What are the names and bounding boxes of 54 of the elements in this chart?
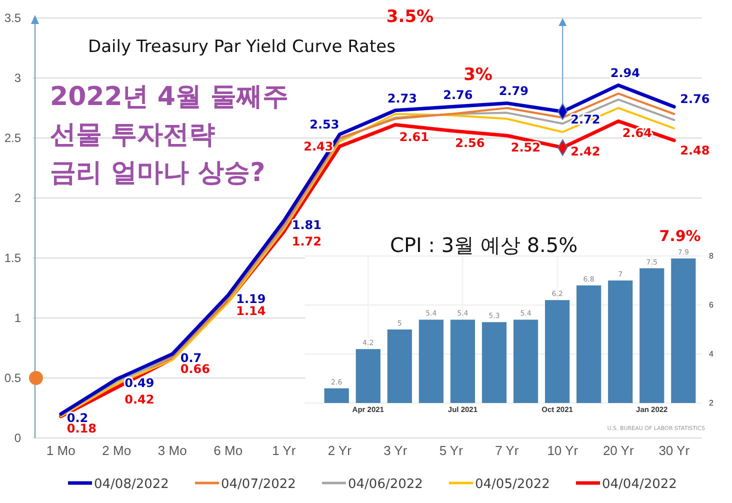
- data-label: 2.73: [387, 91, 417, 106]
- x-tick-label: 2 Yr: [328, 443, 352, 458]
- data-label: 1.72: [292, 234, 322, 249]
- legend-label: 04/08/2022: [94, 477, 169, 492]
- annotation: 7.9%: [659, 227, 701, 245]
- annotation: 선물 투자전략: [50, 120, 216, 150]
- x-tick-label: 30 Yr: [658, 443, 690, 458]
- x-tick-label: 5 Yr: [439, 443, 464, 458]
- y-tick-label: 0.5: [4, 370, 22, 385]
- legend-label: 04/04/2022: [602, 477, 677, 492]
- data-label: 2.76: [680, 92, 710, 106]
- x-tick-label: 7 Yr: [495, 443, 520, 458]
- data-label: 2.94: [610, 66, 640, 80]
- data-label: 1.14: [236, 304, 266, 318]
- x-tick-label: 1 Mo: [46, 443, 76, 458]
- data-label: 2.56: [455, 136, 485, 150]
- data-label: 2.76: [443, 88, 473, 102]
- y-tick-label: 0: [14, 430, 22, 445]
- annotation: 2022년 4월 둘째주: [50, 82, 289, 112]
- y-tick-label: 4: [709, 350, 714, 359]
- x-tick-label: 2 Mo: [102, 443, 132, 458]
- y-tick-label: 6: [709, 300, 714, 310]
- x-tick-label: 10 Yr: [547, 443, 579, 458]
- data-label: 1.19: [236, 292, 266, 306]
- annotation: 3%: [464, 65, 492, 85]
- x-tick-label: 6 Mo: [214, 443, 243, 458]
- y-tick-label: 2: [14, 190, 22, 205]
- y-tick-label: 2: [709, 398, 714, 408]
- data-label: 2.48: [680, 143, 710, 158]
- legend-label: 04/05/2022: [475, 477, 550, 492]
- x-tick-label: 1 Yr: [272, 443, 296, 458]
- data-label: 2.52: [510, 140, 540, 155]
- data-label: 0.49: [124, 376, 154, 390]
- y-tick-label: 3: [14, 70, 22, 85]
- data-label: 1.81: [292, 218, 322, 232]
- data-label: 0.42: [124, 392, 154, 407]
- annotation: 금리 얼마나 상승?: [50, 158, 266, 188]
- y-tick-label: 2.5: [4, 130, 22, 145]
- x-tick-label: 20 Yr: [602, 443, 634, 458]
- y-tick-label: 1.5: [4, 250, 22, 265]
- text: Daily Treasury Par Yield Curve Rates: [88, 37, 396, 57]
- y-tick-label: 8: [709, 252, 714, 261]
- data-label: 2.53: [310, 117, 340, 132]
- annotation: 3.5%: [386, 7, 434, 27]
- chart-title: CPI : 3월 예상 8.5%: [390, 233, 578, 257]
- y-tick-label: 3.5: [4, 10, 22, 25]
- data-label: 2.61: [399, 130, 429, 144]
- data-label: 2.79: [498, 84, 528, 98]
- x-tick-label: 3 Yr: [384, 443, 408, 458]
- legend-label: 04/07/2022: [221, 477, 296, 492]
- data-label: 2.42: [570, 144, 600, 159]
- y-tick-label: 1: [14, 310, 22, 325]
- x-tick-label: 3 Mo: [158, 443, 187, 458]
- legend-label: 04/06/2022: [348, 477, 423, 492]
